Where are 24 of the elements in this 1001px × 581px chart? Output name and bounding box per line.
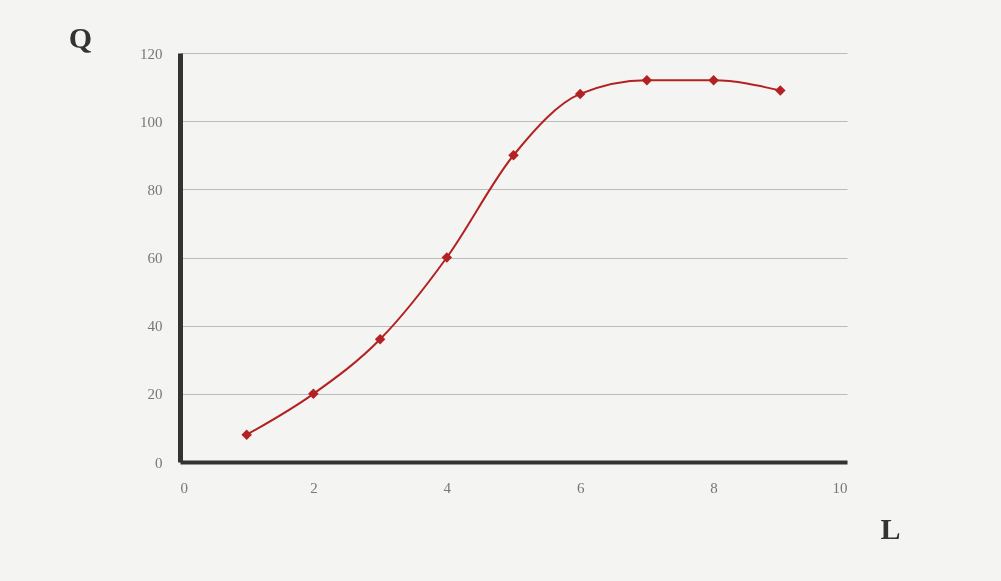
x-tick-label: 0 [180,479,188,496]
point [708,75,719,86]
y-tick-label: 0 [155,454,163,471]
x-tick-label: 2 [310,479,318,496]
y-tick-label: 20 [147,386,163,403]
y-tick-label: 40 [147,318,163,335]
y-tick-label: 120 [140,45,163,62]
y-tick-label: 60 [147,250,163,266]
x-tick-label: 4 [443,479,452,496]
point [308,388,319,400]
point [241,429,252,440]
point [641,75,653,86]
x-axis-title: L [880,511,901,545]
x-tick-label: 6 [576,479,585,496]
y-tick-label: 80 [147,181,163,198]
x-tick-label: 10 [832,479,848,496]
y-tick-label: 100 [140,113,163,130]
point [374,334,386,345]
point [574,88,586,100]
point [508,150,519,161]
x-tick-label: 8 [710,479,718,496]
y-axis-title: Q [68,20,93,54]
point [775,85,786,96]
point [441,252,453,263]
